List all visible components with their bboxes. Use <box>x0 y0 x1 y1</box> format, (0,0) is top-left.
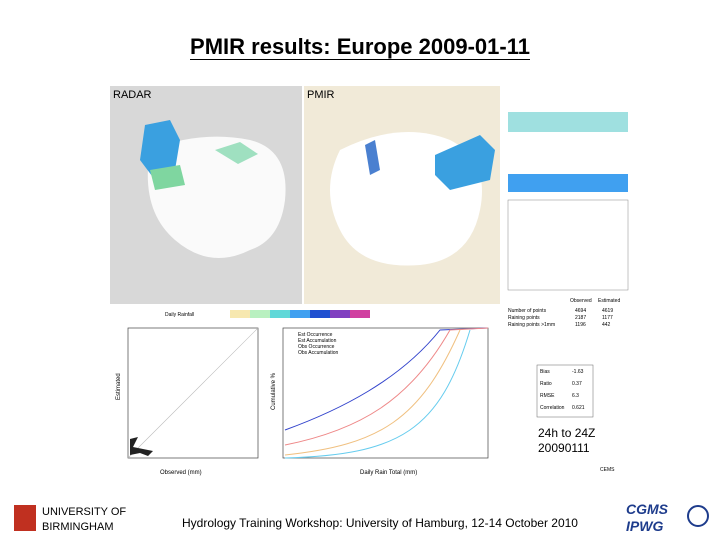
colorbar-label: Daily Rainfall <box>165 312 194 318</box>
color-swatch <box>350 310 370 318</box>
score-cell: -1.63 <box>572 369 584 375</box>
score-table <box>536 364 594 418</box>
score-cell: 0.37 <box>572 381 582 387</box>
legend-entry: Obs Accumulation <box>298 350 339 356</box>
credit: CEMS <box>600 467 615 473</box>
stats-cell: 2187 <box>575 315 586 321</box>
date-range: 24h to 24Z <box>538 426 595 440</box>
logo-text: UNIVERSITY OF <box>42 506 126 518</box>
land <box>147 136 286 258</box>
stats-cell: Raining points <box>508 315 540 321</box>
curve <box>284 327 489 431</box>
legend-entry: Obs Occurrence <box>298 344 335 350</box>
stats-cell: 1177 <box>602 315 613 321</box>
score-cell: Correlation <box>540 405 565 411</box>
logo-mark <box>687 505 709 527</box>
stats-cell: Raining points >1mm <box>508 322 555 328</box>
color-swatch <box>250 310 270 318</box>
scatter-cloud <box>130 437 153 456</box>
color-swatch <box>330 310 350 318</box>
legend-entry: Est Accumulation <box>298 338 337 344</box>
stats-cell: 4694 <box>575 308 586 314</box>
score-cell: RMSE <box>540 393 555 399</box>
stats-cell: 4619 <box>602 308 613 314</box>
axis-label: Estimated <box>116 373 122 400</box>
stats-cell: Number of points <box>508 308 547 314</box>
axis-label: Daily Rain Total (mm) <box>360 470 417 476</box>
stats-cell: 1196 <box>575 322 586 328</box>
color-swatch <box>230 310 250 318</box>
cdf-frame <box>282 327 489 459</box>
color-swatch <box>310 310 330 318</box>
curve <box>284 329 461 456</box>
score-cell: Bias <box>540 369 550 375</box>
title-text: PMIR results: Europe 2009-01-11 <box>190 34 530 60</box>
bar-strip <box>508 174 628 192</box>
color-swatch <box>270 310 290 318</box>
rain-patch <box>140 120 180 180</box>
footer: Hydrology Training Workshop: University … <box>182 516 578 530</box>
rain-patch <box>365 140 380 175</box>
logo-text: IPWG <box>626 518 663 534</box>
logo-text: BIRMINGHAM <box>42 521 114 533</box>
rain-patch <box>215 142 258 164</box>
score-cell: 0.621 <box>572 405 585 411</box>
stats-header: Observed <box>570 298 592 304</box>
diagonal <box>127 327 259 459</box>
logo-text: CGMS <box>626 501 669 517</box>
stats-cell: 442 <box>602 322 611 328</box>
contingency-table <box>507 199 629 291</box>
title: PMIR results: Europe 2009-01-11 <box>0 34 720 60</box>
map-label: RADAR <box>113 89 152 101</box>
color-swatch <box>290 310 310 318</box>
score-cell: Ratio <box>540 381 552 387</box>
axis-label: Cumulative % <box>271 372 277 410</box>
stats-header: Estimated <box>598 298 620 304</box>
crest <box>14 505 36 531</box>
legend-entry: Est Occurrence <box>298 332 333 338</box>
curve <box>284 327 489 446</box>
score-cell: 6.3 <box>572 393 579 399</box>
axis-label: Observed (mm) <box>160 470 202 476</box>
bar-strip <box>508 112 628 132</box>
curve <box>284 329 471 459</box>
rain-patch <box>150 165 185 190</box>
rain-patch <box>435 135 495 190</box>
map-label: PMIR <box>307 89 335 101</box>
date: 20090111 <box>538 441 590 455</box>
